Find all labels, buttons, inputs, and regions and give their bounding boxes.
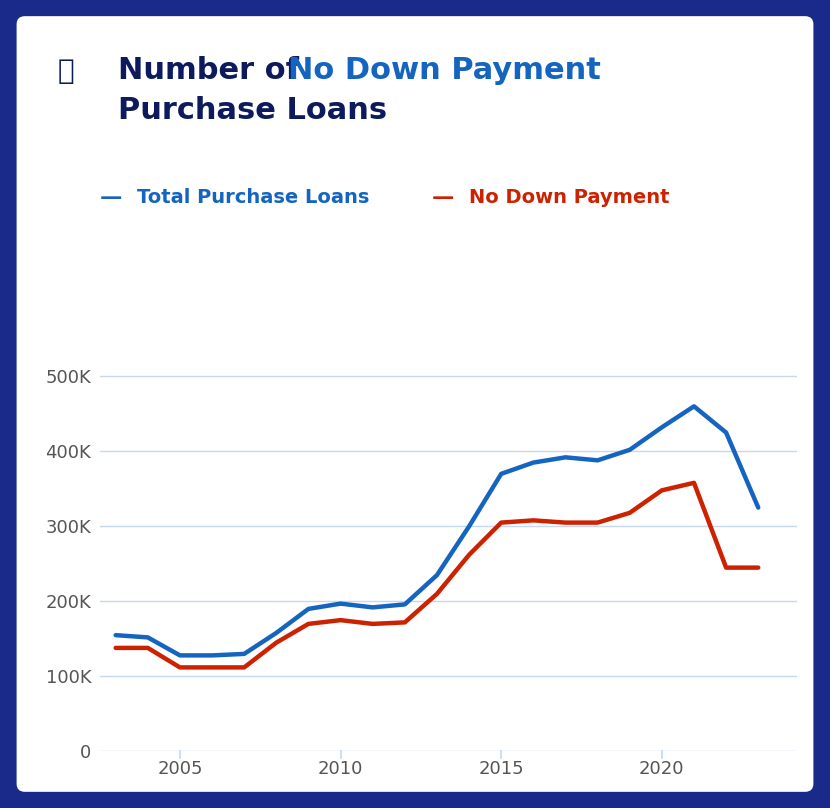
Text: No Down Payment: No Down Payment — [288, 56, 601, 85]
Text: —: — — [432, 188, 454, 208]
Text: Number of: Number of — [118, 56, 310, 85]
Text: No Down Payment: No Down Payment — [469, 188, 670, 208]
Text: —: — — [100, 188, 122, 208]
Text: 🏠: 🏠 — [58, 57, 75, 85]
Text: Purchase Loans: Purchase Loans — [118, 96, 387, 125]
Text: Total Purchase Loans: Total Purchase Loans — [137, 188, 369, 208]
